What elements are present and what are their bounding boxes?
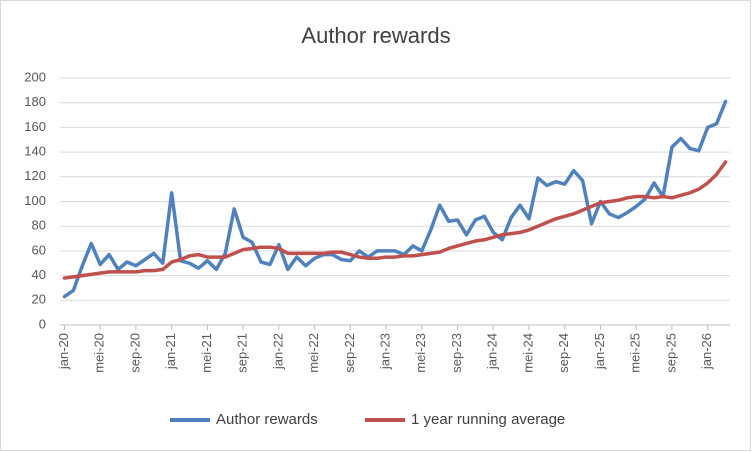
y-tick-label: 100 xyxy=(24,193,46,208)
y-tick-label: 180 xyxy=(24,94,46,109)
y-tick-label: 160 xyxy=(24,119,46,134)
x-tick-label: sep-20 xyxy=(127,333,142,373)
x-tick-label: mei-22 xyxy=(306,333,321,373)
x-tick-label: jan-26 xyxy=(699,333,714,370)
x-tick-label: sep-24 xyxy=(556,333,571,373)
x-tick-label: sep-21 xyxy=(235,333,250,373)
x-tick-label: mei-25 xyxy=(628,333,643,373)
x-tick-label: jan-22 xyxy=(270,333,285,370)
x-tick-label: sep-23 xyxy=(449,333,464,373)
y-tick-label: 200 xyxy=(24,69,46,84)
x-tick-label: mei-23 xyxy=(413,333,428,373)
x-tick-label: mei-24 xyxy=(520,333,535,373)
x-tick-label: jan-20 xyxy=(56,333,71,370)
y-tick-label: 20 xyxy=(32,292,46,307)
y-tick-label: 140 xyxy=(24,144,46,159)
x-tick-label: jan-25 xyxy=(592,333,607,370)
y-tick-label: 80 xyxy=(32,218,46,233)
x-tick-label: mei-21 xyxy=(199,333,214,373)
series-line xyxy=(62,99,728,299)
x-tick-label: jan-24 xyxy=(485,333,500,370)
x-tick-label: sep-25 xyxy=(663,333,678,373)
x-tick-label: jan-23 xyxy=(378,333,393,370)
series-line xyxy=(62,160,728,280)
y-tick-label: 60 xyxy=(32,242,46,257)
y-tick-label: 0 xyxy=(39,316,46,331)
y-tick-label: 120 xyxy=(24,168,46,183)
x-tick-label: sep-22 xyxy=(342,333,357,373)
y-tick-label: 40 xyxy=(32,267,46,282)
legend-label: Author rewards xyxy=(216,411,318,428)
x-tick-label: jan-21 xyxy=(163,333,178,370)
chart-title: Author rewards xyxy=(301,23,450,48)
x-tick-label: mei-20 xyxy=(92,333,107,373)
legend-label: 1 year running average xyxy=(411,411,565,428)
